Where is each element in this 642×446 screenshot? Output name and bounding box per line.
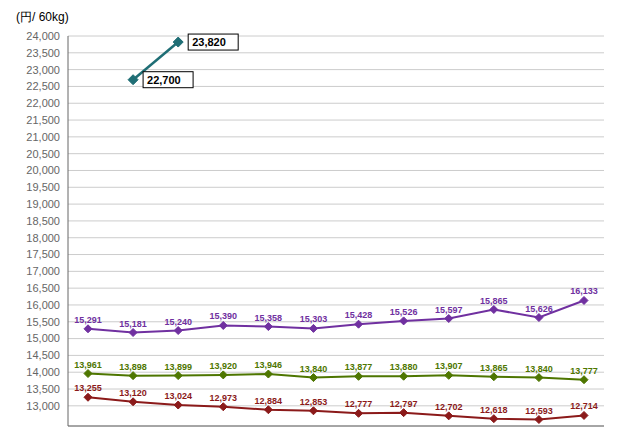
svg-text:12,714: 12,714	[570, 401, 598, 411]
svg-text:12,973: 12,973	[210, 393, 238, 403]
svg-text:22,000: 22,000	[26, 97, 60, 109]
svg-text:13,877: 13,877	[345, 362, 373, 372]
svg-text:13,840: 13,840	[525, 364, 553, 374]
svg-text:15,181: 15,181	[119, 319, 147, 329]
svg-text:23,500: 23,500	[26, 47, 60, 59]
svg-text:15,865: 15,865	[480, 296, 508, 306]
svg-text:15,597: 15,597	[435, 305, 463, 315]
svg-text:17,500: 17,500	[26, 248, 60, 260]
svg-text:15,240: 15,240	[164, 317, 192, 327]
svg-text:13,865: 13,865	[480, 363, 508, 373]
svg-text:24,000: 24,000	[26, 30, 60, 42]
svg-text:18,500: 18,500	[26, 215, 60, 227]
svg-text:13,880: 13,880	[390, 362, 418, 372]
svg-text:13,898: 13,898	[119, 362, 147, 372]
svg-text:12,884: 12,884	[255, 396, 283, 406]
svg-text:13,961: 13,961	[74, 360, 102, 370]
svg-text:23,000: 23,000	[26, 64, 60, 76]
svg-text:13,946: 13,946	[255, 360, 283, 370]
svg-text:15,390: 15,390	[210, 311, 238, 321]
svg-text:15,303: 15,303	[300, 314, 328, 324]
svg-text:17,000: 17,000	[26, 265, 60, 277]
svg-text:13,500: 13,500	[26, 383, 60, 395]
svg-text:20,500: 20,500	[26, 148, 60, 160]
svg-text:13,840: 13,840	[300, 364, 328, 374]
svg-text:19,000: 19,000	[26, 198, 60, 210]
svg-text:15,626: 15,626	[525, 304, 553, 314]
svg-text:14,000: 14,000	[26, 366, 60, 378]
svg-text:15,500: 15,500	[26, 316, 60, 328]
svg-text:13,777: 13,777	[570, 366, 598, 376]
svg-text:22,700: 22,700	[147, 74, 181, 86]
svg-text:15,526: 15,526	[390, 307, 418, 317]
svg-text:13,024: 13,024	[164, 391, 192, 401]
svg-text:18,000: 18,000	[26, 232, 60, 244]
svg-text:12,853: 12,853	[300, 397, 328, 407]
svg-text:12,618: 12,618	[480, 405, 508, 415]
svg-text:16,133: 16,133	[570, 286, 598, 296]
svg-text:13,899: 13,899	[164, 362, 192, 372]
svg-text:15,358: 15,358	[255, 313, 283, 323]
svg-text:12,593: 12,593	[525, 406, 553, 416]
svg-text:19,500: 19,500	[26, 181, 60, 193]
svg-text:12,777: 12,777	[345, 399, 373, 409]
svg-text:21,000: 21,000	[26, 131, 60, 143]
svg-text:23,820: 23,820	[192, 36, 226, 48]
svg-text:15,000: 15,000	[26, 332, 60, 344]
svg-text:13,120: 13,120	[119, 388, 147, 398]
svg-text:14,500: 14,500	[26, 349, 60, 361]
svg-text:15,291: 15,291	[74, 315, 102, 325]
svg-text:21,500: 21,500	[26, 114, 60, 126]
svg-text:13,000: 13,000	[26, 400, 60, 412]
svg-text:15,428: 15,428	[345, 310, 373, 320]
svg-text:13,907: 13,907	[435, 361, 463, 371]
svg-text:16,500: 16,500	[26, 282, 60, 294]
svg-text:20,000: 20,000	[26, 164, 60, 176]
svg-text:13,920: 13,920	[210, 361, 238, 371]
svg-text:12,702: 12,702	[435, 402, 463, 412]
svg-text:13,255: 13,255	[74, 383, 102, 393]
html-text:(円/ 60kg): (円/ 60kg)	[16, 10, 69, 24]
svg-text:22,500: 22,500	[26, 80, 60, 92]
svg-text:16,000: 16,000	[26, 299, 60, 311]
svg-text:12,797: 12,797	[390, 399, 418, 409]
